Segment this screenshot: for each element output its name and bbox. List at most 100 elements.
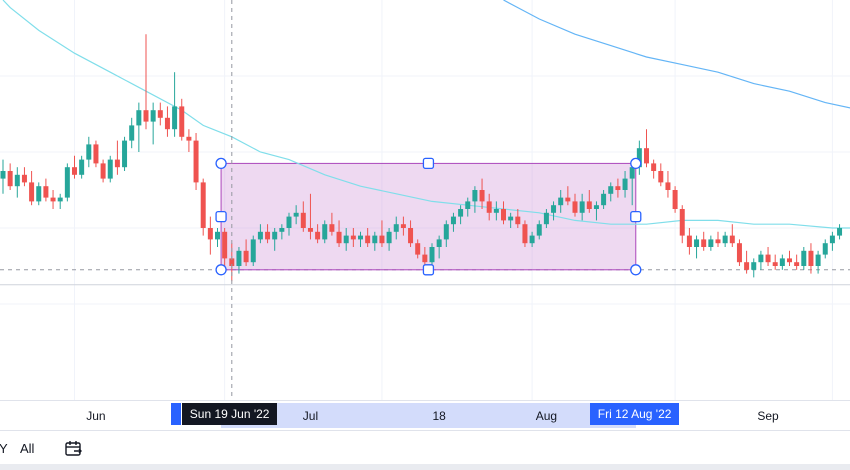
candle-up	[779, 258, 785, 266]
candle-down	[715, 239, 721, 244]
crosshair-date-label: Sun 19 Jun '22	[181, 403, 278, 425]
range-resize-handle	[630, 264, 642, 276]
candle-up	[551, 205, 557, 213]
candle-down	[408, 228, 414, 244]
candle-up	[136, 110, 142, 126]
candle-up	[450, 216, 456, 225]
candle-down	[701, 239, 707, 247]
range-button-all[interactable]: All	[20, 441, 35, 456]
bottom-toolbar: Y All	[0, 430, 850, 465]
candle-up	[829, 235, 835, 244]
time-tick-label: 18	[432, 409, 446, 423]
candle-down	[665, 182, 671, 190]
candle-up	[293, 212, 299, 217]
candle-down	[522, 224, 528, 244]
time-axis[interactable]: Jun Jul 18 Aug Sep Sun 19 Jun '22 Fri 12…	[0, 400, 850, 431]
candle-up	[508, 216, 514, 221]
candle-up	[0, 171, 6, 179]
candle-up	[822, 243, 828, 255]
calendar-goto-icon[interactable]	[64, 439, 84, 459]
candle-up	[150, 110, 156, 122]
chart-area[interactable]	[0, 0, 850, 400]
candle-up	[272, 231, 278, 240]
candle-down	[72, 167, 77, 175]
candle-down	[265, 231, 271, 240]
time-tick-label: Aug	[535, 409, 558, 423]
candle-up	[579, 201, 585, 213]
candle-down	[679, 209, 685, 236]
candle-up	[758, 254, 764, 263]
candle-up	[79, 159, 85, 175]
candle-down	[479, 190, 485, 202]
candle-up	[429, 247, 435, 263]
candle-up	[622, 178, 628, 190]
candle-down	[43, 186, 49, 198]
candle-up	[122, 140, 128, 168]
candle-up	[372, 235, 378, 244]
candle-down	[100, 163, 106, 179]
candle-up	[751, 262, 757, 270]
range-end-date-label: Fri 12 Aug '22	[589, 403, 680, 425]
candle-down	[336, 231, 342, 244]
candle-down	[572, 201, 578, 213]
candle-down	[586, 201, 592, 209]
candle-down	[615, 186, 621, 190]
candle-up	[443, 224, 449, 240]
candle-up	[694, 239, 700, 247]
candle-up	[279, 228, 285, 232]
candle-up	[558, 197, 564, 206]
moving-average-short	[2, 0, 850, 229]
candle-down	[365, 235, 371, 244]
candle-up	[107, 159, 113, 179]
candle-down	[114, 159, 120, 168]
candle-down	[7, 171, 13, 187]
candle-up	[386, 231, 392, 244]
candle-down	[315, 231, 321, 240]
candle-up	[257, 231, 263, 240]
candle-up	[815, 254, 821, 266]
time-tick-label: Jul	[302, 409, 319, 423]
candle-down	[651, 163, 657, 171]
candle-down	[93, 144, 99, 164]
candle-up	[593, 205, 599, 209]
candle-down	[744, 262, 750, 270]
candle-down	[772, 262, 778, 266]
candle-up	[636, 148, 642, 168]
candle-down	[350, 235, 356, 240]
candle-down	[222, 231, 228, 259]
date-price-range-box	[220, 162, 637, 271]
candle-down	[193, 140, 199, 183]
candle-down	[422, 254, 428, 263]
candle-down	[229, 258, 235, 266]
candle-up	[493, 209, 499, 213]
candle-down	[729, 235, 735, 244]
candle-down	[765, 254, 771, 263]
candle-up	[436, 239, 442, 247]
candle-down	[501, 209, 506, 221]
candle-up	[465, 201, 471, 209]
candle-down	[400, 224, 406, 228]
candle-down	[565, 197, 571, 202]
range-button-partial[interactable]: Y	[0, 441, 8, 456]
candle-up	[322, 224, 328, 240]
candle-up	[629, 167, 635, 179]
candle-up	[86, 144, 92, 160]
range-resize-handle	[422, 157, 435, 170]
candle-up	[64, 167, 70, 198]
candle-down	[200, 182, 206, 228]
candle-down	[686, 235, 692, 247]
candlestick-chart[interactable]	[0, 0, 850, 400]
candle-up	[601, 193, 607, 206]
candle-up	[236, 250, 242, 266]
candle-up	[286, 216, 292, 228]
candle-down	[243, 250, 249, 263]
candle-down	[794, 262, 800, 266]
candle-up	[343, 235, 349, 244]
candle-down	[515, 216, 521, 225]
range-resize-handle	[215, 210, 227, 223]
candle-down	[415, 243, 421, 255]
range-resize-handle	[215, 157, 227, 170]
candle-up	[708, 239, 714, 247]
candle-down	[307, 228, 313, 232]
candle-down	[186, 136, 192, 141]
